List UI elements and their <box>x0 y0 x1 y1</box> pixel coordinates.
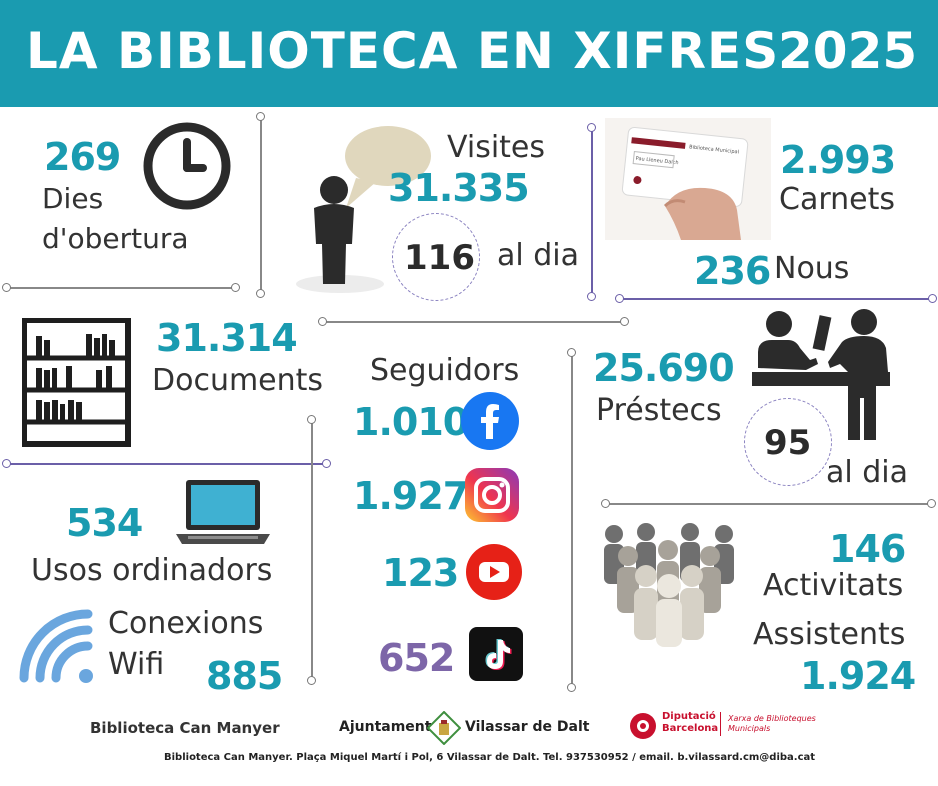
divider-line <box>620 298 935 300</box>
divider-dot <box>927 499 936 508</box>
page-year: 2025 <box>778 22 918 80</box>
divider-dot <box>928 294 937 303</box>
divider-dot <box>307 676 316 685</box>
diputacio-logo-text: Diputació Barcelona <box>662 711 718 735</box>
documents-label: Documents <box>152 363 324 398</box>
divider-dot <box>307 415 316 424</box>
visits-label: Visites <box>447 130 546 165</box>
card-text: Pau Lleneu Dalch <box>635 156 678 166</box>
attendees-label: Assistents <box>753 617 906 652</box>
wifi-label: Wifi <box>108 647 165 682</box>
divider-line <box>591 128 593 296</box>
divider-line <box>6 463 328 465</box>
clock-icon <box>143 122 231 210</box>
attendees-value: 1.924 <box>800 654 916 698</box>
wifi-icon <box>19 609 93 683</box>
visits-value: 31.335 <box>388 166 530 210</box>
logo-separator <box>720 712 721 736</box>
youtube-icon[interactable] <box>466 544 522 600</box>
divider-dot <box>231 283 240 292</box>
divider-dot <box>2 459 11 468</box>
library-logo: Biblioteca Can Manyer <box>90 719 280 737</box>
divider-dot <box>615 294 624 303</box>
town-logo-right: Vilassar de Dalt <box>465 719 590 735</box>
divider-dot <box>318 317 327 326</box>
visits-per-day-circle <box>392 213 480 301</box>
cards-label: Carnets <box>779 182 896 217</box>
loans-per-day-label: al dia <box>826 455 909 490</box>
divider-dot <box>567 348 576 357</box>
new-cards-value: 236 <box>694 249 771 293</box>
computer-uses-value: 534 <box>66 501 143 545</box>
library-network-logo-text: Xarxa de Biblioteques Municipals <box>728 714 816 734</box>
instagram-icon[interactable] <box>465 468 519 522</box>
loans-per-day-value: 95 <box>764 423 812 463</box>
divider-dot <box>620 317 629 326</box>
page-title: LA BIBLIOTECA EN XIFRES <box>26 22 780 80</box>
cards-value: 2.993 <box>780 138 896 182</box>
loans-value: 25.690 <box>593 346 735 390</box>
town-logo-left: Ajuntament <box>339 719 432 735</box>
activities-value: 146 <box>829 527 906 571</box>
facebook-icon[interactable] <box>461 392 519 450</box>
divider-line <box>571 353 573 688</box>
divider-line <box>260 117 262 294</box>
computer-uses-label: Usos ordinadors <box>31 553 273 588</box>
divider-dot <box>256 289 265 298</box>
card-text: Biblioteca Municipal <box>689 144 739 155</box>
laptop-icon <box>176 480 270 544</box>
library-card-photo: Biblioteca Municipal Pau Lleneu Dalch <box>605 118 771 240</box>
divider-line <box>323 321 626 323</box>
opening-days-label: d'obertura <box>42 222 189 255</box>
divider-line <box>311 420 313 680</box>
opening-days-value: 269 <box>44 135 121 179</box>
documents-value: 31.314 <box>156 316 298 360</box>
loans-per-day-circle <box>744 398 832 486</box>
visits-per-day-value: 116 <box>404 238 475 278</box>
wifi-value: 885 <box>206 654 283 698</box>
diba-line2: Barcelona <box>662 723 719 734</box>
divider-dot <box>322 459 331 468</box>
footer-contact: Biblioteca Can Manyer. Plaça Miquel Mart… <box>164 752 816 763</box>
bookshelf-icon <box>22 318 131 447</box>
people-group-icon <box>604 523 734 647</box>
diba-line1: Diputació <box>662 711 716 722</box>
divider-dot <box>567 683 576 692</box>
loans-label: Préstecs <box>596 393 722 428</box>
activities-label: Activitats <box>763 568 904 603</box>
tiktok-followers-value: 652 <box>378 636 455 680</box>
network-line2: Municipals <box>728 724 771 733</box>
divider-line <box>6 287 236 289</box>
librarian-desk-icon <box>752 309 890 440</box>
visits-per-day-label: al dia <box>497 238 580 273</box>
instagram-followers-value: 1.927 <box>353 474 469 518</box>
town-coat-of-arms-icon <box>427 711 461 745</box>
new-cards-label: Nous <box>774 251 850 286</box>
facebook-followers-value: 1.010 <box>353 400 469 444</box>
diputacio-barcelona-icon <box>630 713 656 739</box>
header-banner <box>0 0 938 107</box>
divider-dot <box>587 123 596 132</box>
divider-line <box>606 503 932 505</box>
opening-days-label: Dies <box>42 182 104 215</box>
wifi-label: Conexions <box>108 606 264 641</box>
tiktok-icon[interactable] <box>469 627 523 681</box>
youtube-followers-value: 123 <box>382 551 459 595</box>
network-line1: Xarxa de Biblioteques <box>728 714 816 723</box>
divider-dot <box>587 292 596 301</box>
divider-dot <box>256 112 265 121</box>
visitor-icon <box>296 126 431 293</box>
divider-dot <box>2 283 11 292</box>
followers-label: Seguidors <box>370 353 520 388</box>
divider-dot <box>601 499 610 508</box>
